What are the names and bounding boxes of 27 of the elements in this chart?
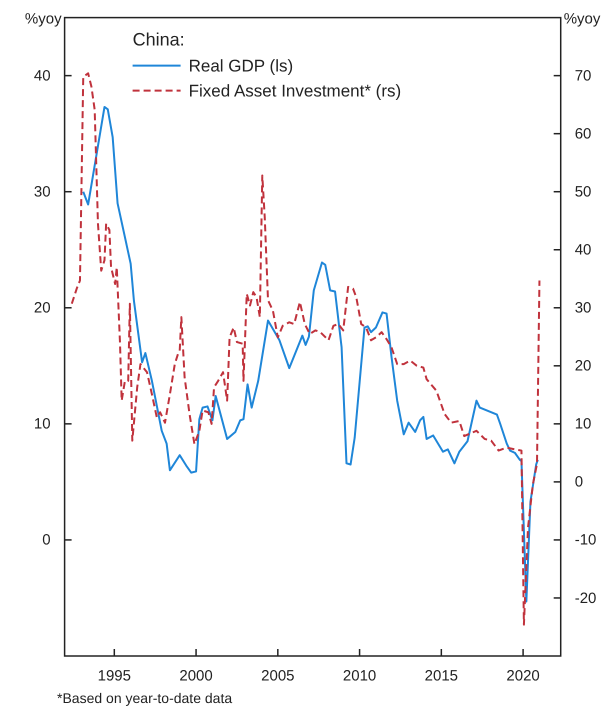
x-tick-label: 1995 xyxy=(98,668,131,685)
y2-tick-label: 30 xyxy=(574,300,592,317)
legend-label: Real GDP (ls) xyxy=(188,56,294,76)
text: *Based on year-to-date data xyxy=(57,690,232,706)
y-tick-label: 40 xyxy=(34,67,51,84)
y2-tick-label: 70 xyxy=(574,67,592,84)
y2-tick-label: 20 xyxy=(574,358,592,375)
y2-tick-label: 50 xyxy=(574,184,592,201)
x-tick-label: 2020 xyxy=(506,668,540,685)
y2-tick-label: 40 xyxy=(574,242,592,259)
y2-tick-label: -10 xyxy=(574,532,596,549)
y2-tick-label: 10 xyxy=(574,416,592,433)
x-tick-label: 2010 xyxy=(342,668,376,685)
x-tick-label: 2000 xyxy=(179,668,213,685)
y-tick-label: 0 xyxy=(42,532,51,549)
y-axis-title: %yoy xyxy=(24,10,62,28)
legend-title: China: xyxy=(132,30,185,50)
y-tick-label: 30 xyxy=(34,184,51,201)
y2-axis-title: %yoy xyxy=(564,10,601,28)
x-tick-label: 2015 xyxy=(424,668,458,685)
y2-tick-label: 0 xyxy=(574,474,584,491)
legend-label: Fixed Asset Investment* (rs) xyxy=(188,82,402,101)
y-tick-label: 20 xyxy=(34,300,51,317)
y2-tick-label: 60 xyxy=(574,125,592,142)
y-tick-label: 10 xyxy=(34,416,51,433)
x-tick-label: 2005 xyxy=(261,668,295,685)
y2-tick-label: -20 xyxy=(574,590,596,607)
